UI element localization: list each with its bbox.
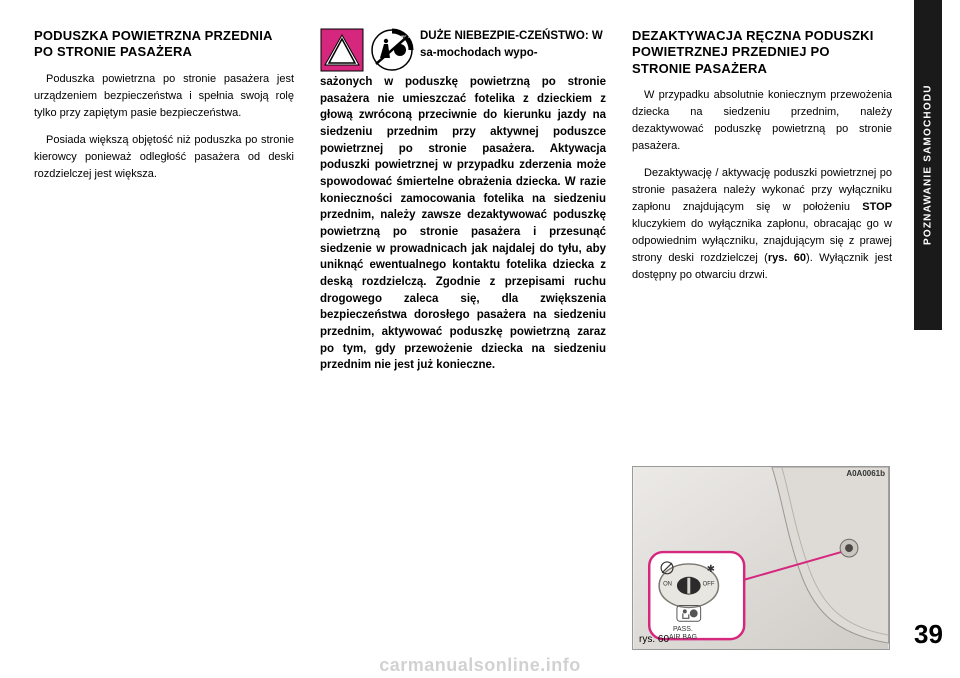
warning-body-text: sażonych w poduszkę powietrzną po stroni… <box>320 74 606 374</box>
column-1: PODUSZKA POWIETRZNA PRZEDNIA PO STRONIE … <box>34 28 294 650</box>
airbag-childseat-icon: AIRBAG <box>370 28 414 72</box>
figure-60: A0A0061b <box>632 466 890 650</box>
svg-text:✱: ✱ <box>707 564 715 575</box>
col3-para-1: W przypadku absolutnie koniecznym przewo… <box>632 87 892 155</box>
page-number: 39 <box>914 619 942 650</box>
section-tab: POZNAWANIE SAMOCHODU <box>914 0 942 330</box>
label-on: ON <box>663 582 672 588</box>
label-off: OFF <box>703 582 715 588</box>
stop-keyword: STOP <box>862 201 892 213</box>
column-2: AIRBAG DUŻE NIEBEZPIE-CZEŃSTWO: W sa-moc… <box>320 28 606 650</box>
col1-para-2: Posiada większą objętość niż poduszka po… <box>34 132 294 183</box>
warning-triangle-icon <box>320 28 364 72</box>
page-number-box: 39 <box>914 619 942 650</box>
col3-para-2: Dezaktywację / aktywację poduszki powiet… <box>632 165 892 284</box>
col1-heading: PODUSZKA POWIETRZNA PRZEDNIA PO STRONIE … <box>34 28 294 61</box>
figure-code: A0A0061b <box>846 469 885 478</box>
col3-heading: DEZAKTYWACJA RĘCZNA PODUSZKI POWIETRZNEJ… <box>632 28 892 77</box>
col3-p2-a: Dezaktywację / aktywację poduszki powiet… <box>632 167 892 213</box>
figure-caption: rys. 60 <box>639 634 669 645</box>
rys-ref: rys. 60 <box>768 252 806 264</box>
figure-illustration: ON OFF ✱ <box>633 467 889 649</box>
col1-para-1: Poduszka powietrzna po stronie pasażera … <box>34 71 294 122</box>
warning-header-row: AIRBAG DUŻE NIEBEZPIE-CZEŃSTWO: W sa-moc… <box>320 28 606 72</box>
warning-lead-text: DUŻE NIEBEZPIE-CZEŃSTWO: W sa-mochodach … <box>420 28 606 61</box>
column-3: DEZAKTYWACJA RĘCZNA PODUSZKI POWIETRZNEJ… <box>632 28 892 650</box>
label-airbag: AIR BAG <box>669 634 697 641</box>
label-pass: PASS. <box>673 626 693 633</box>
page-content: PODUSZKA POWIETRZNA PRZEDNIA PO STRONIE … <box>0 0 960 678</box>
